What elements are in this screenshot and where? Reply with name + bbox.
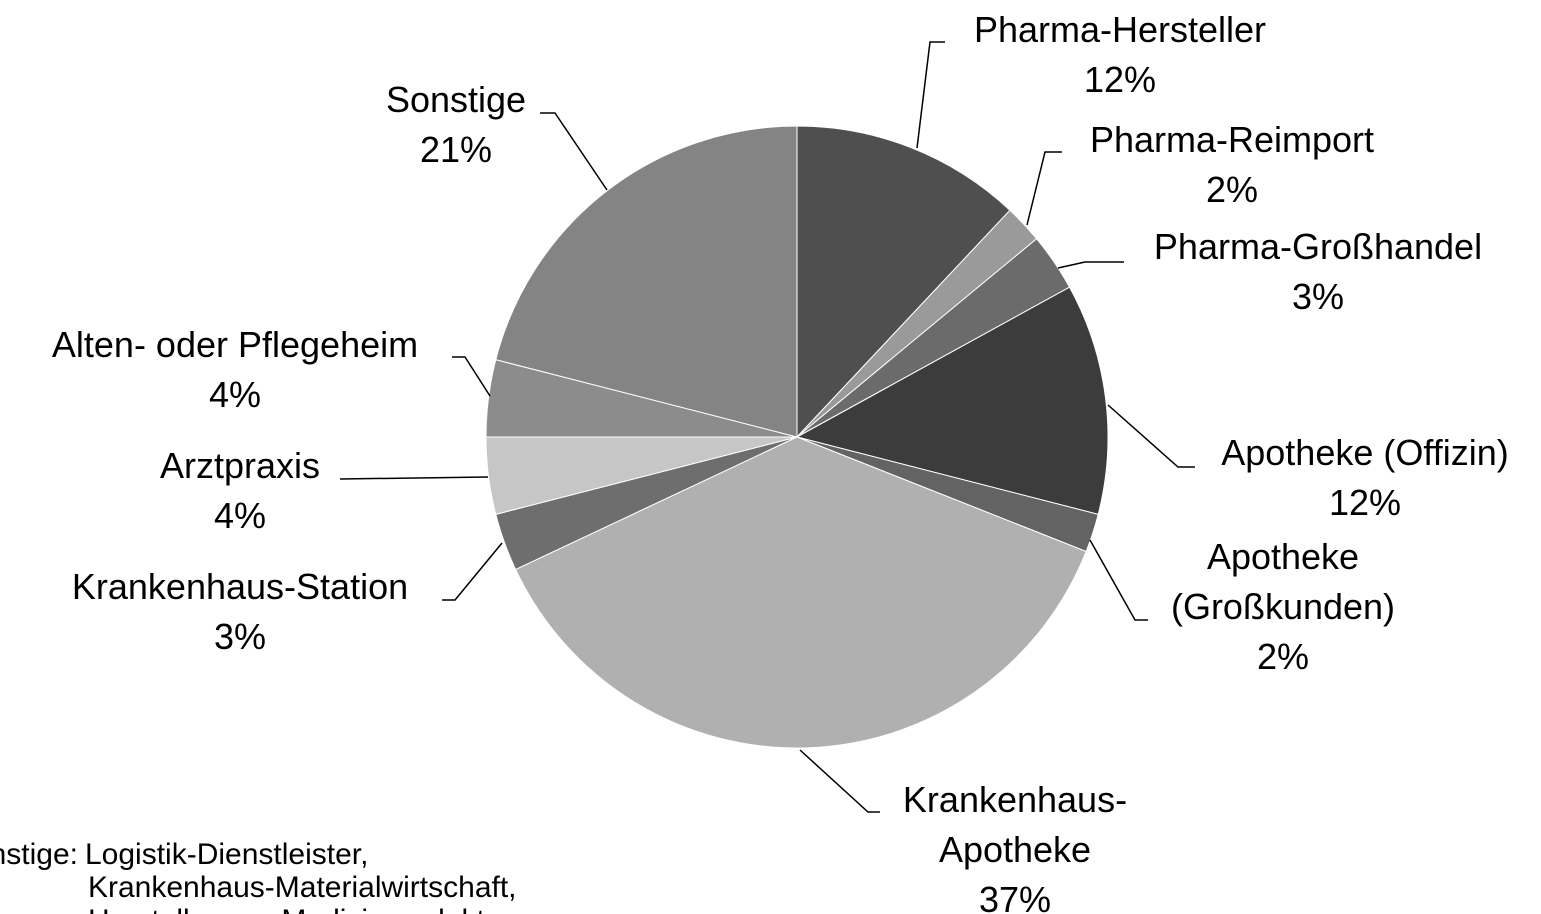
slice-label: Krankenhaus-Apotheke 37% <box>870 775 1160 914</box>
slice-name: Krankenhaus-Apotheke <box>902 779 1128 870</box>
slice-value: 4% <box>213 495 267 536</box>
slice-value: 3% <box>213 616 267 657</box>
leader-line <box>339 476 489 480</box>
pie-slice <box>495 125 798 438</box>
footnote-line: Logistik-Dienstleister, <box>85 838 369 871</box>
slice-label: Alten- oder Pflegeheim 4% <box>15 320 455 420</box>
footnote-line: Hersteller von Medizinprodukten <box>88 904 518 914</box>
leader-line <box>540 112 608 191</box>
slice-name: Alten- oder Pflegeheim <box>51 324 419 365</box>
slice-name: Apotheke (Offizin) <box>1221 432 1509 473</box>
pie-slice <box>514 436 1087 749</box>
slice-label: Krankenhaus-Station 3% <box>30 562 450 662</box>
slice-value: 12% <box>1328 482 1402 523</box>
pie-slice <box>795 286 1109 515</box>
slice-name: Krankenhaus-Station <box>71 566 409 607</box>
slice-name: Apotheke (Großkunden) <box>1170 536 1396 627</box>
slice-label: Apotheke (Großkunden) 2% <box>1138 532 1428 682</box>
slice-name: Pharma-Großhandel <box>1153 226 1483 267</box>
slice-value: 3% <box>1291 276 1345 317</box>
slice-name: Pharma-Reimport <box>1089 119 1375 160</box>
slice-value: 21% <box>419 129 493 170</box>
leader-line <box>442 542 503 601</box>
leader-line <box>799 749 880 813</box>
footnote-label: Sonstige: <box>0 838 78 871</box>
leader-line <box>1026 151 1062 226</box>
slice-value: 12% <box>1083 59 1157 100</box>
slice-value: 2% <box>1256 636 1310 677</box>
slice-label: Pharma-Reimport 2% <box>1032 115 1432 215</box>
slice-label: Sonstige 21% <box>306 75 606 175</box>
slice-name: Arztpraxis <box>159 445 321 486</box>
slice-value: 4% <box>208 374 262 415</box>
slice-value: 2% <box>1205 169 1259 210</box>
leader-line <box>916 41 945 149</box>
leader-line <box>1089 539 1148 621</box>
leader-line <box>1107 404 1195 468</box>
slice-name: Pharma-Hersteller <box>973 9 1267 50</box>
slice-label: Pharma-Hersteller 12% <box>910 5 1330 105</box>
pie-slice <box>796 125 1011 439</box>
slice-value: 37% <box>978 879 1052 914</box>
leader-line <box>1057 261 1124 269</box>
footnote-line: Krankenhaus-Materialwirtschaft, <box>88 871 517 904</box>
leader-line <box>452 356 491 397</box>
slice-label: Apotheke (Offizin) 12% <box>1185 428 1541 528</box>
slice-name: Sonstige <box>385 79 527 120</box>
slice-label: Pharma-Großhandel 3% <box>1108 222 1528 322</box>
slice-label: Arztpraxis 4% <box>90 441 390 541</box>
